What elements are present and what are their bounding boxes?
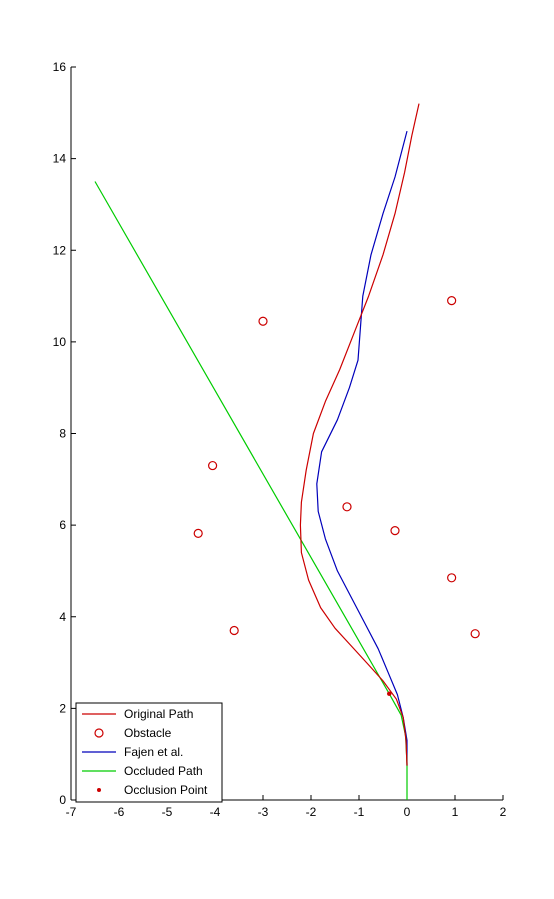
y-tick-label: 2 — [59, 701, 66, 715]
x-tick-label: 1 — [452, 805, 459, 819]
x-tick-label: -7 — [66, 805, 77, 819]
obstacle-marker — [390, 526, 400, 536]
legend-label: Occluded Path — [124, 764, 203, 778]
series-line-fajen-et-al — [316, 130, 408, 766]
y-tick-label: 4 — [59, 610, 66, 624]
y-tick-label: 14 — [53, 152, 67, 166]
legend-swatch — [94, 728, 104, 738]
x-tick-label: 0 — [404, 805, 411, 819]
y-tick-label: 12 — [53, 243, 67, 257]
legend-label: Occlusion Point — [124, 783, 208, 797]
x-tick-label: -6 — [114, 805, 125, 819]
plot-area — [94, 103, 480, 800]
obstacle-marker — [447, 573, 457, 583]
x-tick-label: 2 — [500, 805, 507, 819]
obstacle-marker — [470, 629, 480, 639]
obstacle-marker — [342, 502, 352, 512]
obstacle-marker — [229, 625, 239, 636]
legend: Original Path Obstacle Fajen et al. Occlude… — [75, 702, 223, 803]
obstacle-marker — [258, 316, 268, 326]
legend-label: Obstacle — [124, 726, 172, 740]
x-tick-label: -4 — [210, 805, 221, 819]
y-tick-label: 0 — [59, 793, 66, 807]
series-line-original-path — [299, 103, 420, 766]
y-tick-label: 16 — [53, 60, 67, 74]
occlusion-point-marker — [386, 691, 392, 696]
x-tick-label: -2 — [306, 805, 317, 819]
obstacle-marker — [193, 528, 203, 538]
x-tick-label: -5 — [162, 805, 173, 819]
legend-label: Fajen et al. — [124, 745, 183, 759]
legend-swatch — [97, 788, 101, 792]
y-tick-label: 6 — [59, 518, 66, 532]
legend-label: Original Path — [124, 707, 193, 721]
x-tick-label: -1 — [354, 805, 365, 819]
obstacle-marker — [447, 296, 457, 306]
x-tick-label: -3 — [258, 805, 269, 819]
y-tick-label: 10 — [53, 335, 67, 349]
y-tick-label: 8 — [59, 427, 66, 441]
obstacle-marker — [208, 460, 218, 471]
